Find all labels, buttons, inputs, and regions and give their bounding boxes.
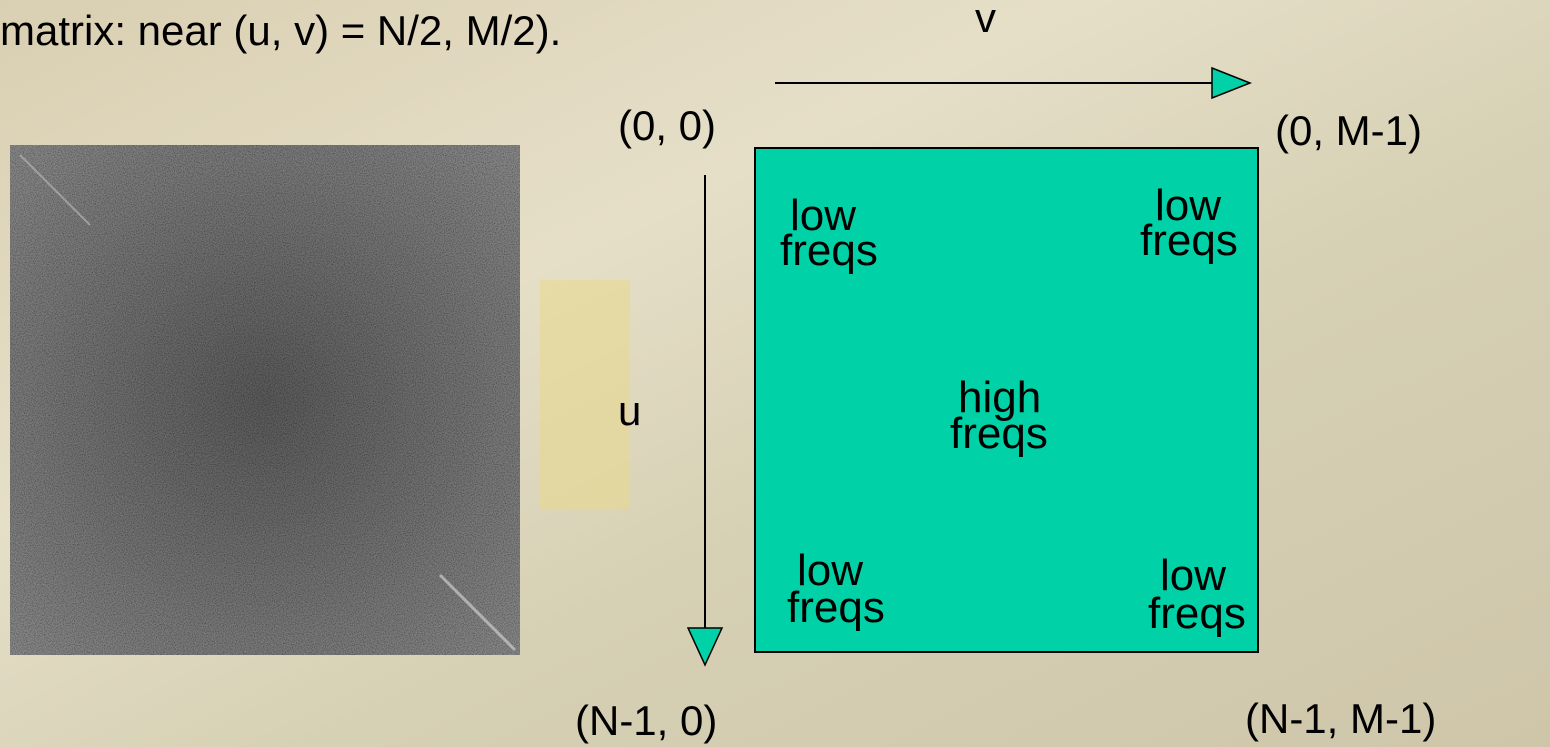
region-label: freqs — [780, 226, 878, 275]
header-text: matrix: near (u, v) = N/2, M/2). — [0, 7, 561, 54]
region-label: freqs — [1140, 216, 1238, 265]
slide: matrix: near (u, v) = N/2, M/2). v u (0,… — [0, 0, 1550, 747]
corner-label: (N-1, M-1) — [1245, 695, 1436, 742]
corner-label: (0, 0) — [618, 102, 716, 149]
u-axis-label: u — [618, 387, 641, 434]
region-label: freqs — [1148, 589, 1246, 638]
corner-label: (0, M-1) — [1275, 107, 1422, 154]
region-label: freqs — [950, 409, 1048, 458]
v-axis-label: v — [975, 0, 996, 41]
region-label: freqs — [787, 583, 885, 632]
corner-label: (N-1, 0) — [575, 697, 717, 744]
background-blur — [540, 280, 630, 510]
